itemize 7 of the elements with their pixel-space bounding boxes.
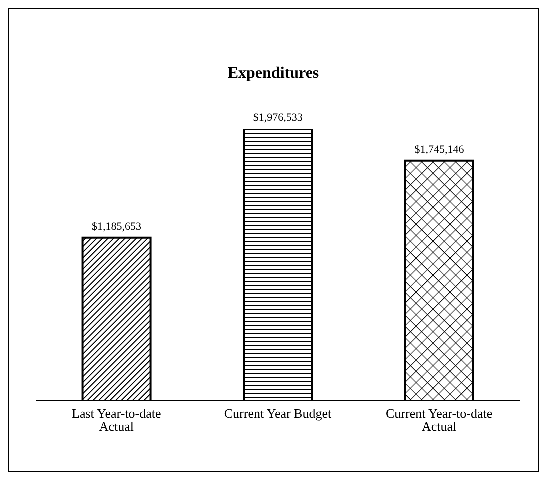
x-tick-label: Last Year-to-date Actual — [72, 406, 162, 434]
x-tick-label: Current Year Budget — [224, 406, 332, 422]
data-label: $1,185,653 — [92, 220, 142, 233]
data-label: $1,976,533 — [253, 112, 304, 124]
x-tick-label: Current Year-to-date Actual — [386, 406, 493, 434]
chart-title: Expenditures — [226, 65, 320, 83]
data-label: $1,745,146 — [414, 144, 465, 156]
